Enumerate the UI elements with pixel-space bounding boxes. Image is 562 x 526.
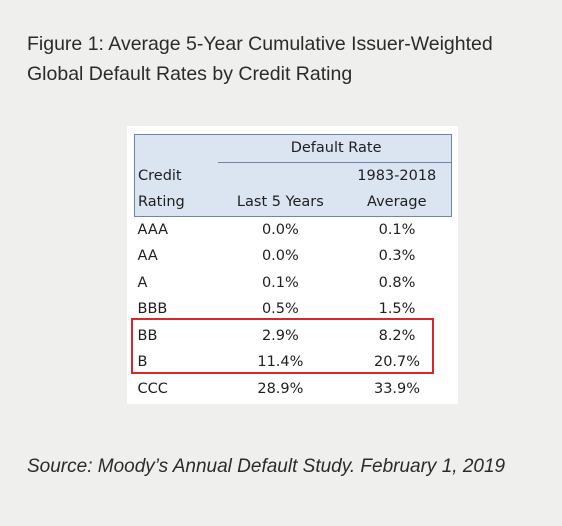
average-cell: 8.2% (378, 327, 416, 344)
rating-cell: B (137, 354, 148, 371)
header-period: 1983-2018 (339, 162, 452, 189)
table-row: CCC 28.9% 33.9% (135, 376, 452, 403)
rating-cell: BBB (137, 301, 168, 318)
rating-cell: AAA (137, 221, 169, 238)
table-row: A 0.1% 0.8% (135, 270, 452, 297)
last-5-years-cell: 0.0% (261, 221, 299, 238)
header-rating: Rating (134, 189, 219, 217)
table-row: AA 0.0% 0.3% (135, 243, 452, 270)
last-5-years-cell: 0.5% (261, 301, 299, 318)
last-5-years-cell: 2.9% (261, 327, 299, 344)
last-5-years-cell: 0.1% (261, 274, 299, 291)
figure-title: Figure 1: Average 5-Year Cumulative Issu… (27, 33, 493, 85)
table-row: BB 2.9% 8.2% (135, 323, 452, 350)
header-default-rate: Default Rate (218, 134, 453, 163)
table-row: AAA 0.0% 0.1% (135, 216, 452, 243)
table-row: B 11.4% 20.7% (135, 349, 452, 376)
table-row: BBB 0.5% 1.5% (135, 296, 452, 323)
rating-cell: CCC (137, 380, 168, 397)
header-empty-cell (218, 162, 340, 189)
average-cell: 33.9% (373, 380, 421, 397)
last-5-years-cell: 28.9% (257, 380, 304, 397)
average-cell: 0.8% (378, 274, 416, 291)
header-credit: Credit (134, 162, 219, 189)
last-5-years-cell: 11.4% (257, 354, 304, 371)
average-cell: 0.3% (378, 248, 416, 265)
average-cell: 0.1% (378, 221, 416, 238)
header-last-5-years: Last 5 Years (218, 189, 340, 217)
average-cell: 20.7% (373, 354, 421, 371)
header-average: Average (339, 189, 452, 217)
table-panel: Default Rate Credit 1983-2018 Rating Las… (127, 126, 458, 404)
rating-cell: A (137, 274, 148, 291)
highlight-box (131, 318, 434, 374)
last-5-years-cell: 0.0% (261, 248, 299, 265)
source-note: Source: Moody’s Annual Default Study. Fe… (27, 456, 506, 477)
average-cell: 1.5% (378, 301, 416, 318)
rating-cell: BB (137, 327, 158, 344)
header-empty-cell (134, 134, 219, 162)
default-rate-table: Default Rate Credit 1983-2018 Rating Las… (134, 134, 453, 403)
rating-cell: AA (137, 248, 158, 265)
